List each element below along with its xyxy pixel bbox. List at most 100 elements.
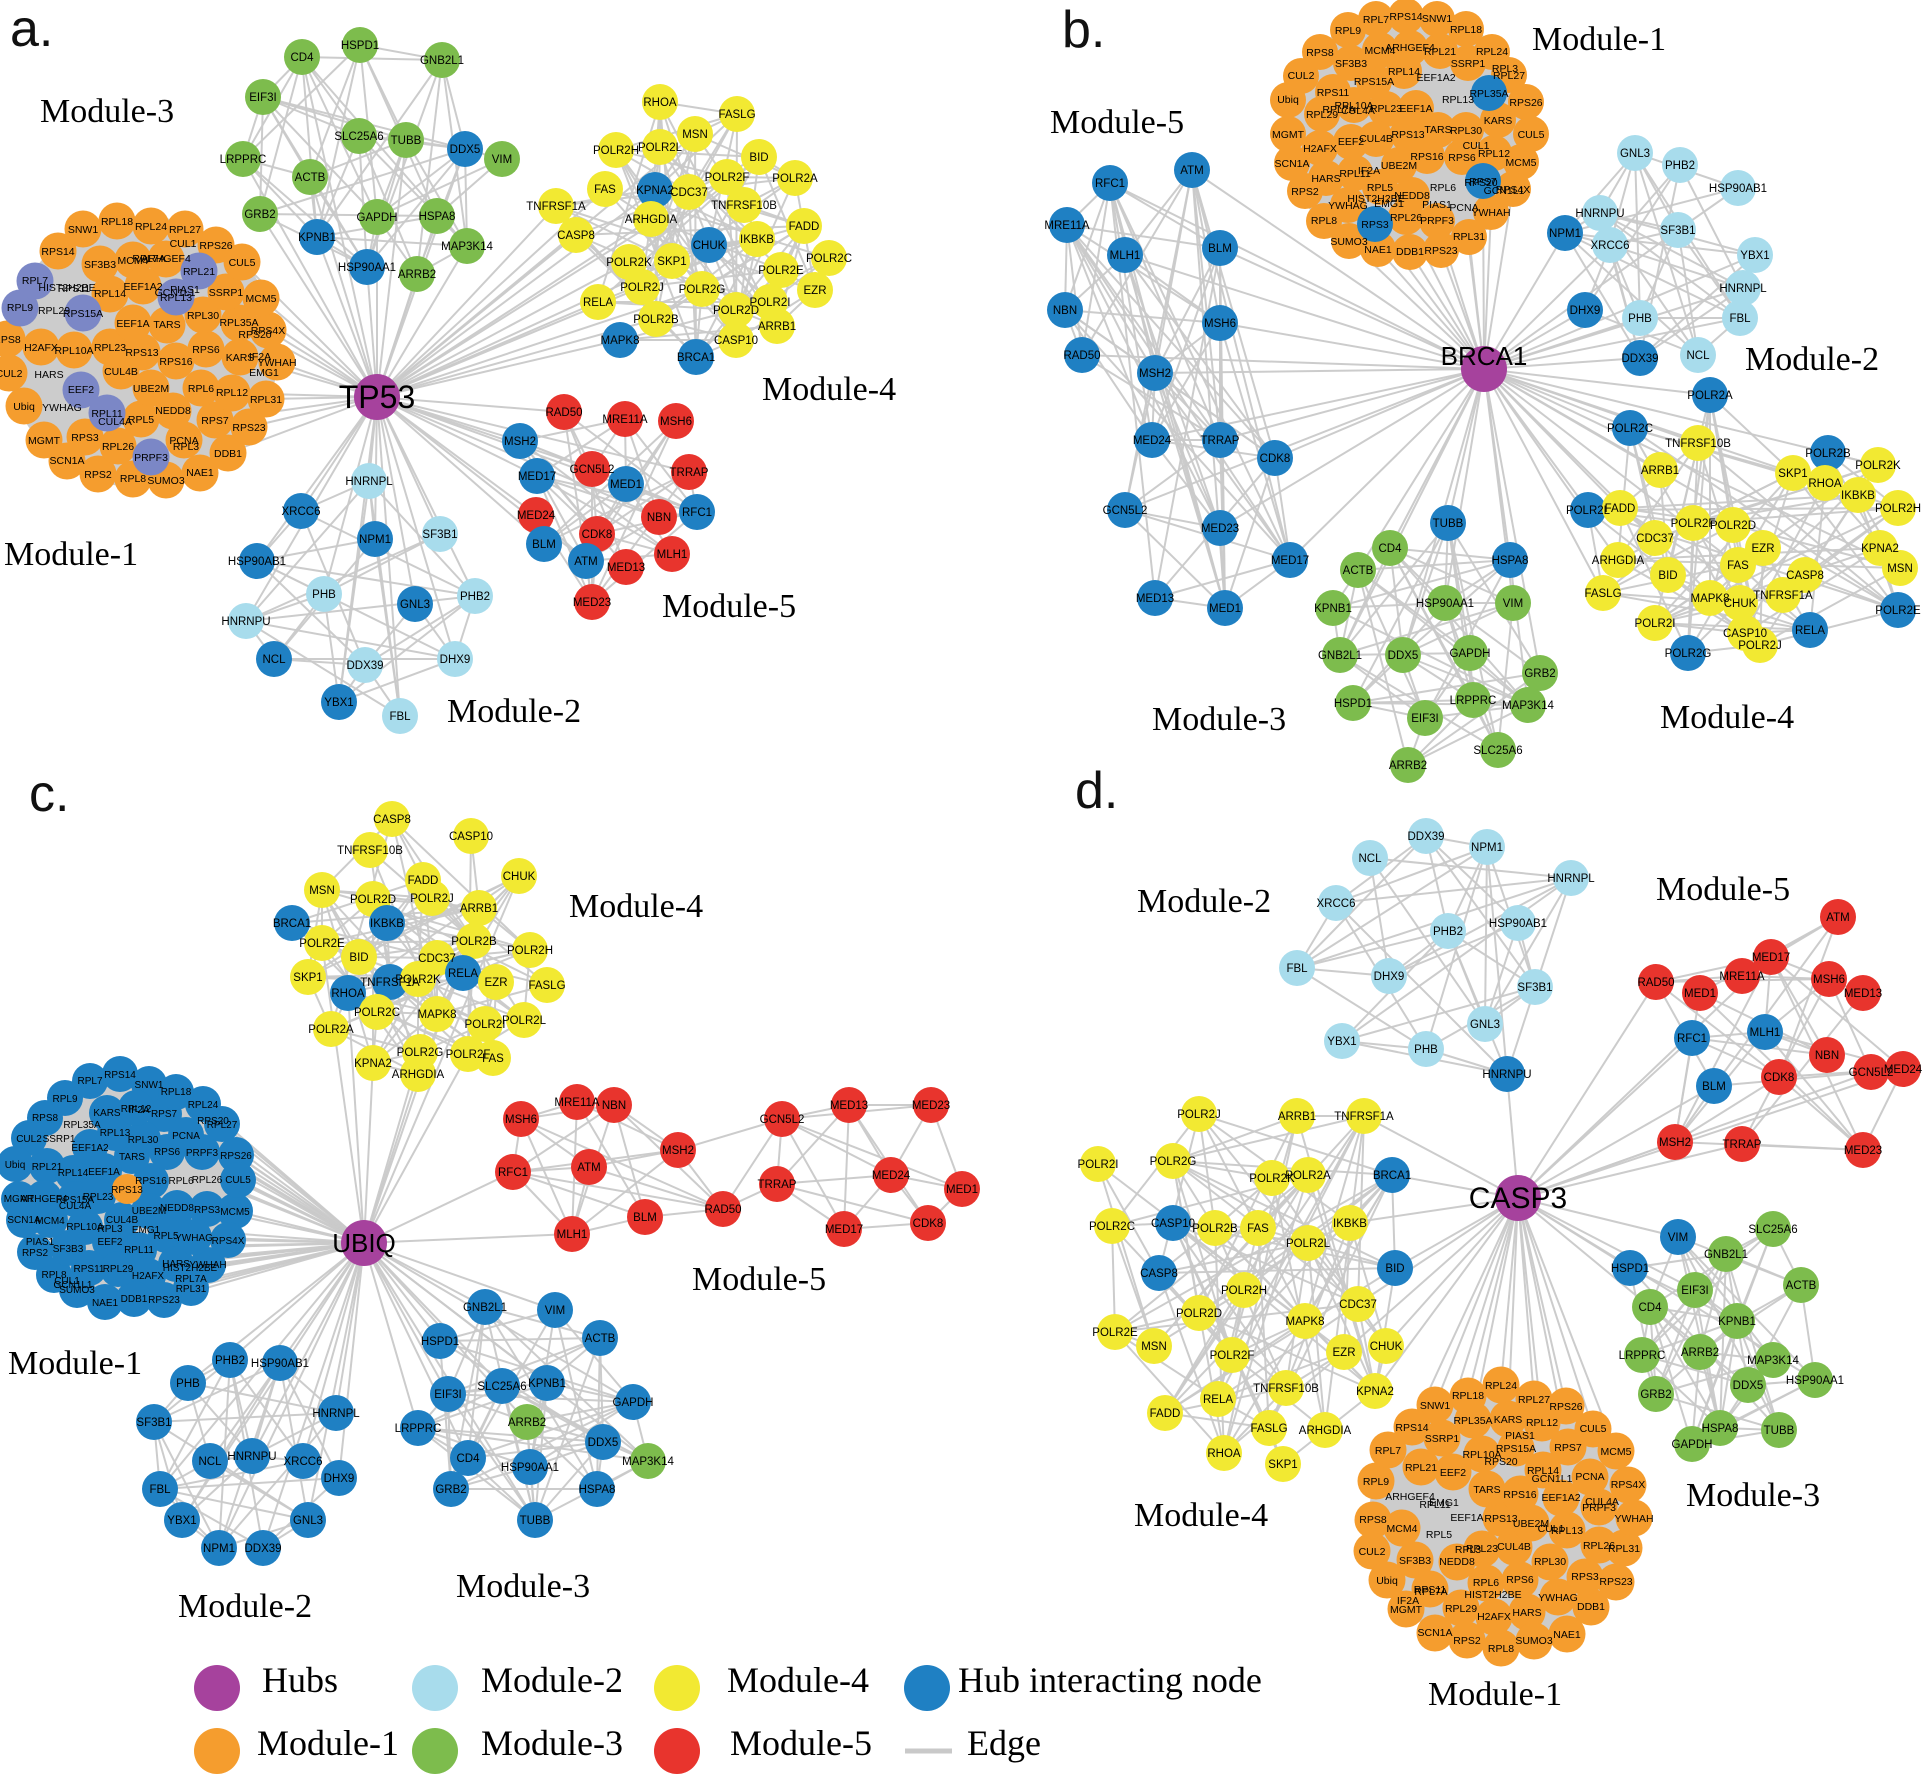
svg-text:DDX5: DDX5: [1388, 650, 1419, 662]
svg-text:RPL5: RPL5: [128, 414, 154, 426]
svg-text:SCN1A: SCN1A: [1274, 158, 1309, 170]
svg-text:RHOA: RHOA: [643, 97, 677, 109]
svg-text:PHB: PHB: [176, 1378, 200, 1390]
svg-text:CUL5: CUL5: [1580, 1423, 1607, 1435]
svg-text:MSH6: MSH6: [1813, 974, 1845, 986]
svg-text:RPS4X: RPS4X: [1611, 1479, 1645, 1491]
svg-text:KARS: KARS: [1494, 1414, 1523, 1426]
svg-text:RPS20: RPS20: [1464, 177, 1497, 189]
svg-text:TRRAP: TRRAP: [670, 467, 709, 479]
svg-text:RPL8: RPL8: [41, 1270, 66, 1281]
svg-text:H2AFX: H2AFX: [1477, 1611, 1511, 1623]
svg-text:POLR2D: POLR2D: [713, 305, 759, 317]
svg-text:XRCC6: XRCC6: [284, 1456, 323, 1468]
svg-text:SUMO3: SUMO3: [147, 475, 185, 487]
svg-text:ARHGDIA: ARHGDIA: [1299, 1425, 1352, 1437]
svg-text:POLR2H: POLR2H: [1875, 503, 1921, 515]
svg-text:PRPF3: PRPF3: [1582, 1502, 1616, 1514]
svg-text:RPL7A: RPL7A: [1414, 1586, 1447, 1598]
svg-text:RPS26: RPS26: [1549, 1401, 1582, 1413]
svg-text:POLR2F: POLR2F: [446, 1049, 491, 1061]
svg-text:ARRB1: ARRB1: [1278, 1111, 1316, 1123]
svg-text:HARS: HARS: [34, 369, 63, 381]
svg-text:DHX9: DHX9: [324, 1473, 355, 1485]
svg-text:HSP90AB1: HSP90AB1: [251, 1358, 309, 1370]
svg-text:Module-3: Module-3: [1152, 701, 1286, 738]
svg-text:RPL6: RPL6: [168, 1176, 193, 1187]
svg-text:YBX1: YBX1: [324, 697, 353, 709]
svg-text:RPL6: RPL6: [188, 383, 214, 395]
svg-text:EEF2: EEF2: [97, 1237, 122, 1248]
svg-text:CASP10: CASP10: [1151, 1218, 1195, 1230]
svg-text:MLH1: MLH1: [557, 1229, 588, 1241]
svg-text:RPL30: RPL30: [1534, 1556, 1566, 1568]
svg-text:MED17: MED17: [825, 1224, 863, 1236]
svg-text:CD4: CD4: [1378, 543, 1402, 555]
svg-text:RPS13: RPS13: [125, 347, 158, 359]
svg-text:RPS2: RPS2: [1291, 186, 1319, 198]
svg-text:EIF3I: EIF3I: [1681, 1285, 1708, 1297]
svg-text:TP53: TP53: [339, 379, 415, 415]
svg-text:YWHAG: YWHAG: [175, 1233, 213, 1244]
svg-text:BLM: BLM: [633, 1212, 657, 1224]
svg-text:RAD50: RAD50: [545, 407, 582, 419]
svg-text:RPL6: RPL6: [1430, 182, 1456, 194]
svg-text:POLR2I: POLR2I: [465, 1019, 506, 1031]
svg-text:PIAS1: PIAS1: [170, 284, 200, 296]
svg-text:HNRNPL: HNRNPL: [1547, 873, 1595, 885]
svg-text:HIST2H2BE: HIST2H2BE: [1464, 1589, 1521, 1601]
svg-text:RPL14: RPL14: [1527, 1465, 1559, 1477]
svg-text:GNL3: GNL3: [1620, 148, 1650, 160]
svg-text:SF3B3: SF3B3: [1399, 1555, 1431, 1567]
svg-text:CASP8: CASP8: [1786, 570, 1824, 582]
svg-text:MRE11A: MRE11A: [554, 1097, 599, 1109]
svg-text:UBE2M: UBE2M: [133, 383, 169, 395]
svg-text:DHX9: DHX9: [440, 654, 471, 666]
svg-text:BRCA1: BRCA1: [677, 352, 715, 364]
svg-text:CUL2: CUL2: [0, 368, 23, 380]
svg-text:FAS: FAS: [1727, 560, 1749, 572]
svg-text:CUL2: CUL2: [1288, 70, 1315, 82]
svg-text:POLR2J: POLR2J: [410, 893, 453, 905]
svg-text:DDX39: DDX39: [244, 1543, 281, 1555]
svg-text:RPL26: RPL26: [192, 1175, 223, 1186]
svg-text:NAE1: NAE1: [1553, 1629, 1581, 1641]
svg-text:LRPPRC: LRPPRC: [395, 1423, 442, 1435]
svg-text:RPL3: RPL3: [1492, 63, 1518, 75]
svg-text:RPS7: RPS7: [1469, 176, 1497, 188]
svg-text:EMG1: EMG1: [249, 367, 279, 379]
svg-text:VIM: VIM: [1668, 1232, 1688, 1244]
svg-text:RPL13: RPL13: [1551, 1525, 1583, 1537]
svg-text:RPL29: RPL29: [1306, 109, 1338, 121]
svg-text:GCN5L2: GCN5L2: [570, 464, 615, 476]
svg-text:MED1: MED1: [1209, 603, 1241, 615]
svg-text:RPS13: RPS13: [1391, 129, 1424, 141]
svg-text:PCNA: PCNA: [1575, 1471, 1604, 1483]
svg-text:ARHGDIA: ARHGDIA: [1592, 555, 1645, 567]
svg-text:CASP10: CASP10: [449, 831, 493, 843]
svg-text:POLR2J: POLR2J: [1177, 1109, 1220, 1121]
svg-text:RPS26: RPS26: [199, 240, 232, 252]
svg-text:RPS23: RPS23: [232, 422, 265, 434]
svg-text:RPS23: RPS23: [1599, 1576, 1632, 1588]
svg-text:RPS6: RPS6: [192, 344, 220, 356]
svg-text:CUL4B: CUL4B: [1497, 1541, 1531, 1553]
svg-text:RPL18: RPL18: [161, 1087, 192, 1098]
svg-text:KARS: KARS: [226, 352, 255, 364]
svg-text:DDB1: DDB1: [1396, 246, 1424, 258]
svg-text:Module-1: Module-1: [1532, 21, 1666, 58]
svg-text:MSH2: MSH2: [662, 1145, 694, 1157]
svg-text:KARS: KARS: [1484, 115, 1513, 127]
svg-text:H2AFX: H2AFX: [24, 342, 58, 354]
svg-text:YBX1: YBX1: [1327, 1036, 1356, 1048]
svg-text:FADD: FADD: [789, 221, 820, 233]
svg-text:RPS14: RPS14: [104, 1070, 136, 1081]
svg-text:CASP3: CASP3: [1469, 1182, 1567, 1215]
svg-text:SNW1: SNW1: [68, 224, 98, 236]
svg-text:RPL27: RPL27: [169, 224, 201, 236]
svg-text:RPL21: RPL21: [32, 1162, 63, 1173]
svg-text:SF3B1: SF3B1: [422, 529, 457, 541]
svg-text:FADD: FADD: [1605, 503, 1636, 515]
svg-text:ACTB: ACTB: [1786, 1280, 1817, 1292]
svg-text:IKBKB: IKBKB: [1841, 490, 1875, 502]
